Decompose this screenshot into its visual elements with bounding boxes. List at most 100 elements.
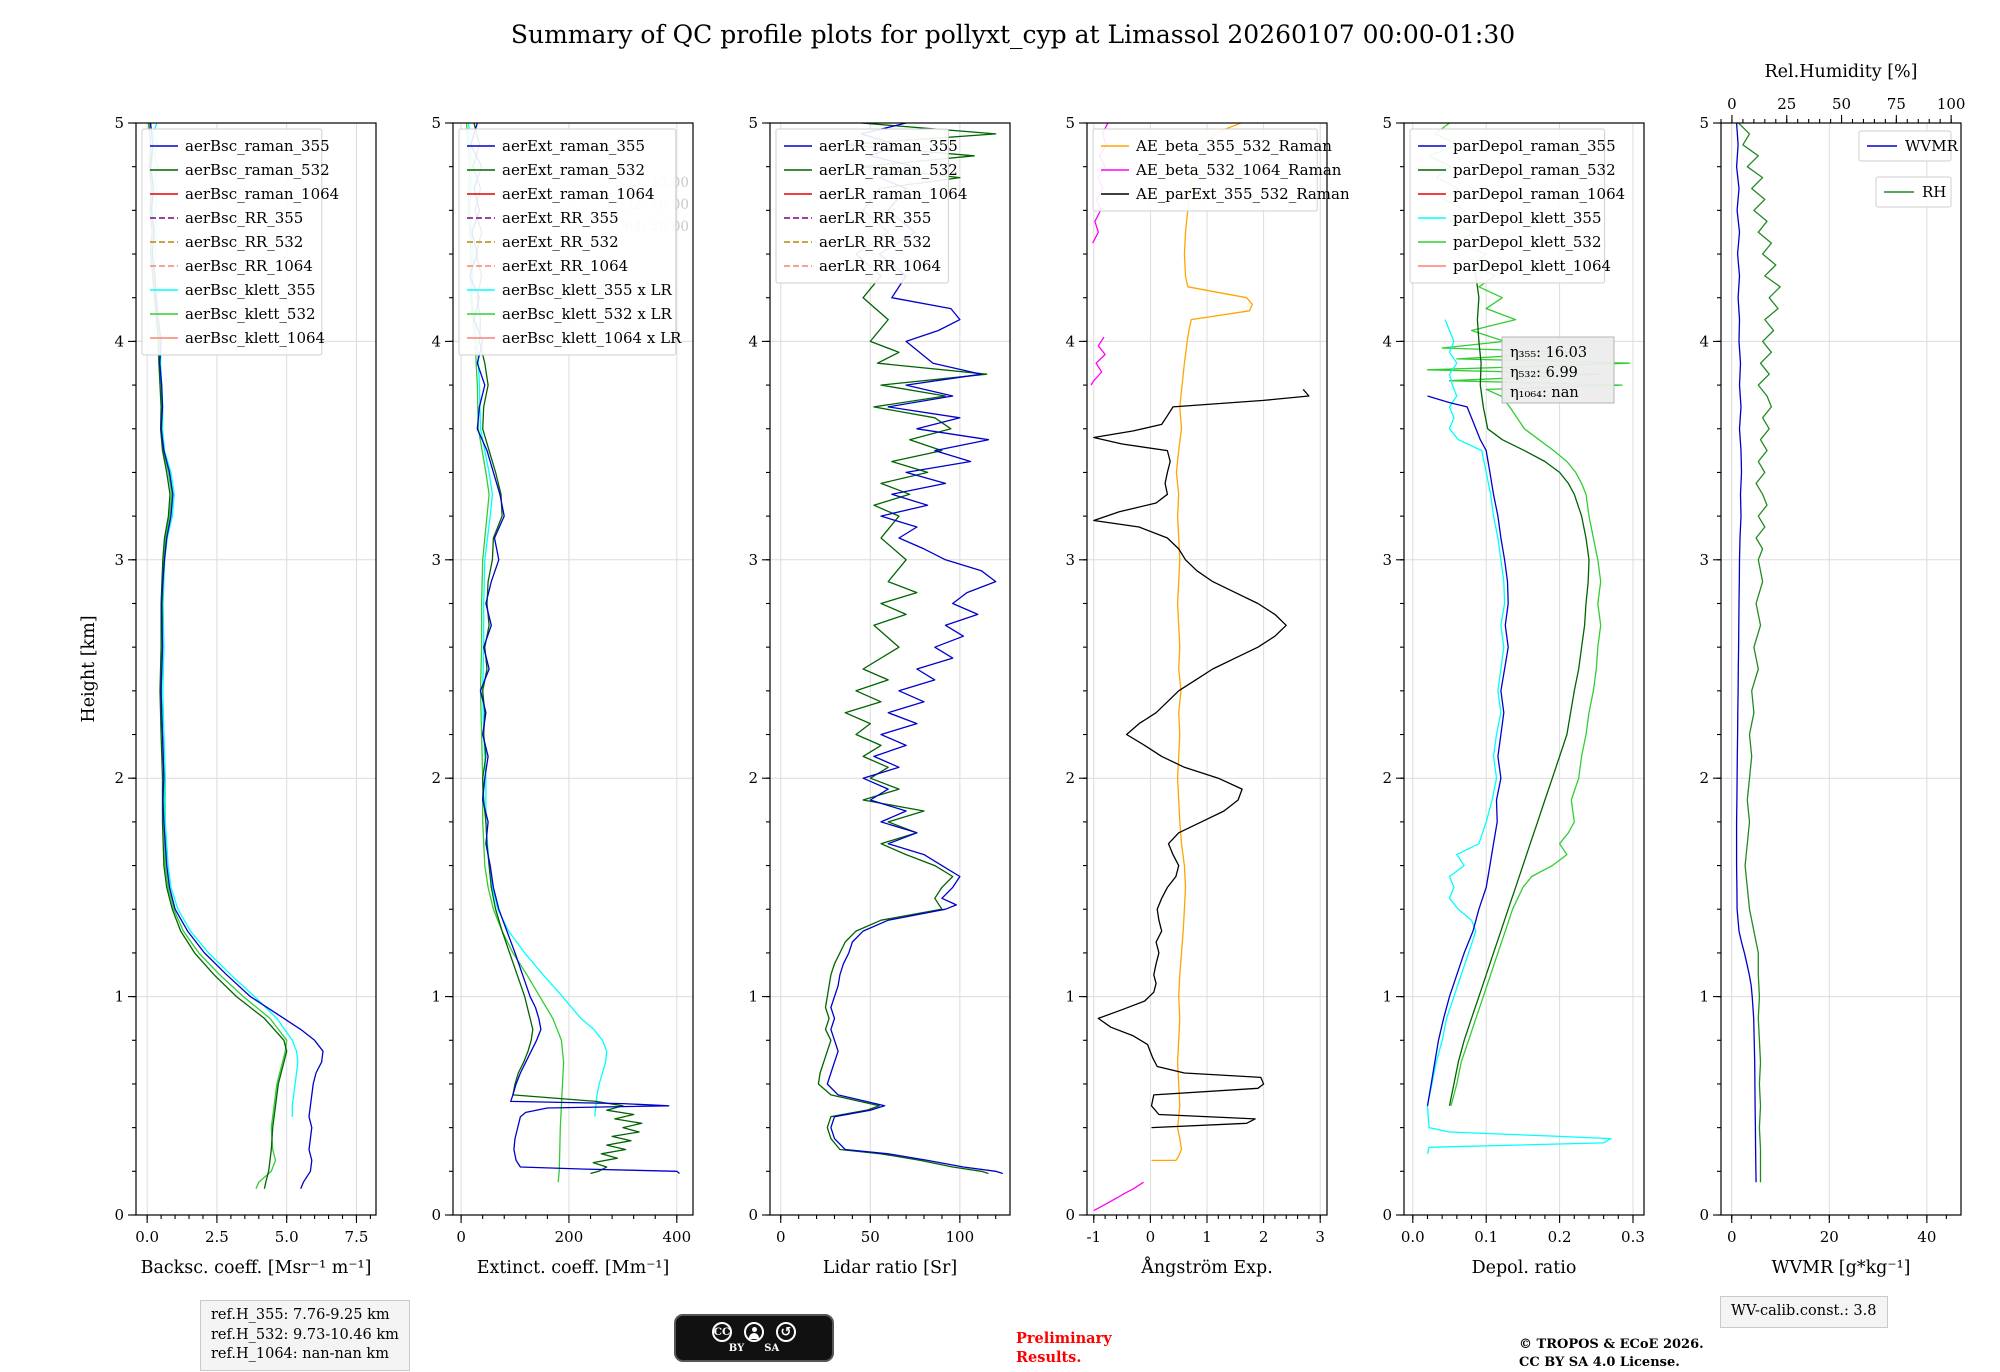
axes-box	[1403, 122, 1645, 1216]
legend: aerExt_raman_355 aerExt_raman_532 aerExt_r…	[458, 128, 682, 356]
legend-label: parDepol_raman_355	[1453, 137, 1616, 155]
svg-text:0.1: 0.1	[1474, 1228, 1498, 1246]
tick-labels: 0.0 2.5 5.0 7.5 0 1 2 3 4 5	[114, 114, 368, 1246]
series-WVMR	[1735, 123, 1757, 1183]
chart-title: Summary of QC profile plots for pollyxt_…	[510, 20, 1516, 49]
legend-label: aerLR_raman_532	[819, 161, 958, 179]
svg-text:0: 0	[1699, 1206, 1709, 1224]
svg-text:4: 4	[1382, 332, 1392, 350]
cc-license-badge: CC ↺ BY SA	[674, 1314, 834, 1362]
svg-text:0: 0	[1146, 1228, 1156, 1246]
svg-text:0.2: 0.2	[1548, 1228, 1572, 1246]
legend-label: AE_parExt_355_532_Raman	[1135, 185, 1349, 203]
svg-text:3: 3	[1315, 1228, 1325, 1246]
svg-text:5: 5	[1382, 114, 1392, 132]
svg-text:2: 2	[1259, 1228, 1269, 1246]
axes-box	[769, 122, 1011, 1216]
legend-label: aerBsc_klett_1064 x LR	[502, 329, 682, 347]
series-parDepol_raman_355	[1426, 395, 1509, 1106]
x-axis-label: Lidar ratio [Sr]	[823, 1258, 957, 1278]
eta-annotation: η₃₅₅: 16.03 η₅₃₂: 6.99 η₁₀₆₄: nan	[1501, 336, 1615, 404]
svg-text:-1: -1	[1086, 1228, 1101, 1246]
svg-text:5.0: 5.0	[275, 1228, 299, 1246]
svg-text:0: 0	[1727, 95, 1737, 113]
legend-label: parDepol_raman_1064	[1453, 185, 1625, 203]
legend-label: aerLR_raman_1064	[819, 185, 967, 203]
svg-text:3: 3	[1065, 551, 1075, 569]
svg-text:1: 1	[748, 988, 758, 1006]
ticks	[1396, 122, 1634, 1223]
legend-label: aerBsc_RR_1064	[185, 257, 313, 275]
series-AE_parExt_355_532_Raman	[1093, 388, 1310, 1129]
series-aerLR_raman_532	[817, 123, 997, 1175]
svg-text:100: 100	[1937, 95, 1966, 113]
ref-h-1064: ref.H_1064: nan-nan km	[211, 1346, 389, 1363]
grid	[1404, 122, 1644, 1216]
panel-backscatter: 0.0 2.5 5.0 7.5 0 1 2 3 4 5 Backsc. coeff. [Msr⁻¹ …	[72, 47, 398, 1303]
svg-text:4: 4	[1699, 332, 1709, 350]
legend-label: aerLR_RR_532	[819, 233, 931, 251]
svg-text:75: 75	[1887, 95, 1906, 113]
svg-text:1: 1	[1202, 1228, 1212, 1246]
plot-lidar-ratio: 0 50 100 0 1 2 3 4 5 Lidar ratio [Sr] aerLR_raman_…	[748, 114, 1011, 1278]
plot-depol: 0.0 0.1 0.2 0.3 0 1 2 3 4 5 Depol. ratio parDepol_r…	[1382, 114, 1645, 1278]
series-aerLR_raman_355	[826, 123, 1003, 1175]
legend-label: aerExt_RR_532	[502, 233, 619, 251]
preliminary-results-note: Preliminary Results.	[1016, 1330, 1112, 1366]
panel-wvmr: 0 20 40 0 1 2 3 4 5 0 25 50 75 100 Rel.Humidity [%] WVM…	[1657, 47, 1983, 1303]
panel-extinction: 355: 45.00532: 40.001064: 50.00020040001…	[389, 47, 715, 1303]
svg-text:2: 2	[1065, 769, 1075, 787]
grid	[1721, 122, 1961, 1216]
svg-text:0.0: 0.0	[1401, 1228, 1425, 1246]
legend-label: parDepol_klett_1064	[1453, 257, 1611, 275]
axes-box	[1720, 122, 1962, 1216]
svg-text:0: 0	[776, 1228, 786, 1246]
svg-text:7.5: 7.5	[345, 1228, 369, 1246]
legend-label: aerBsc_raman_355	[185, 137, 330, 155]
legend-label: AE_beta_532_1064_Raman	[1135, 161, 1342, 179]
legend-label: aerLR_RR_1064	[819, 257, 941, 275]
x-axis-label: Ångström Exp.	[1140, 1257, 1273, 1278]
svg-text:3: 3	[114, 551, 124, 569]
legend-label: aerExt_RR_1064	[502, 257, 628, 275]
svg-text:0: 0	[114, 1206, 124, 1224]
svg-text:2: 2	[431, 769, 441, 787]
x-axis-label: WVMR [g*kg⁻¹]	[1772, 1258, 1911, 1278]
legend: WVMR	[1858, 130, 1959, 162]
legend-label: aerExt_raman_532	[502, 161, 645, 179]
svg-text:3: 3	[431, 551, 441, 569]
svg-text:2: 2	[1699, 769, 1709, 787]
series-group	[1090, 123, 1310, 1212]
svg-text:2: 2	[114, 769, 124, 787]
svg-text:0: 0	[1727, 1228, 1737, 1246]
axes-box	[452, 122, 694, 1216]
legend-label: aerBsc_RR_532	[185, 233, 303, 251]
svg-text:1: 1	[1699, 988, 1709, 1006]
legend-label: RH	[1922, 183, 1946, 201]
panel-depol: 0.0 0.1 0.2 0.3 0 1 2 3 4 5 Depol. ratio parDepol_r…	[1340, 47, 1666, 1303]
svg-text:0.0: 0.0	[135, 1228, 159, 1246]
svg-text:0: 0	[456, 1228, 466, 1246]
panel-lidar-ratio: 0 50 100 0 1 2 3 4 5 Lidar ratio [Sr] aerLR_raman_…	[706, 47, 1032, 1303]
plot-backscatter: 0.0 2.5 5.0 7.5 0 1 2 3 4 5 Backsc. coeff. [Msr⁻¹ …	[79, 114, 377, 1278]
cc-by-sa-label: BY SA	[719, 1343, 789, 1354]
cc-sa-text: SA	[764, 1343, 780, 1354]
panel-angstroem: -1 0 1 2 3 0 1 2 3 4 5 Ångström Exp. AE_beta_355_532…	[1023, 47, 1349, 1303]
legend-label: aerBsc_klett_532 x LR	[502, 305, 673, 323]
legend-label: aerBsc_klett_1064	[185, 329, 325, 347]
cc-attribution-icon	[744, 1322, 764, 1342]
tick-labels: -1 0 1 2 3 0 1 2 3 4 5	[1065, 114, 1325, 1246]
ref-h-355: ref.H_355: 7.76-9.25 km	[211, 1307, 390, 1323]
legend-label: aerLR_raman_355	[819, 137, 958, 155]
svg-text:20: 20	[1820, 1228, 1839, 1246]
svg-text:0.3: 0.3	[1621, 1228, 1645, 1246]
person-head	[751, 1326, 757, 1332]
svg-text:3: 3	[1699, 551, 1709, 569]
svg-text:0: 0	[1382, 1206, 1392, 1224]
legend-label: AE_beta_355_532_Raman	[1135, 137, 1332, 155]
x-axis-label: Backsc. coeff. [Msr⁻¹ m⁻¹]	[141, 1258, 372, 1278]
legend-label: aerBsc_raman_1064	[185, 185, 339, 203]
axes-box	[135, 122, 377, 1216]
